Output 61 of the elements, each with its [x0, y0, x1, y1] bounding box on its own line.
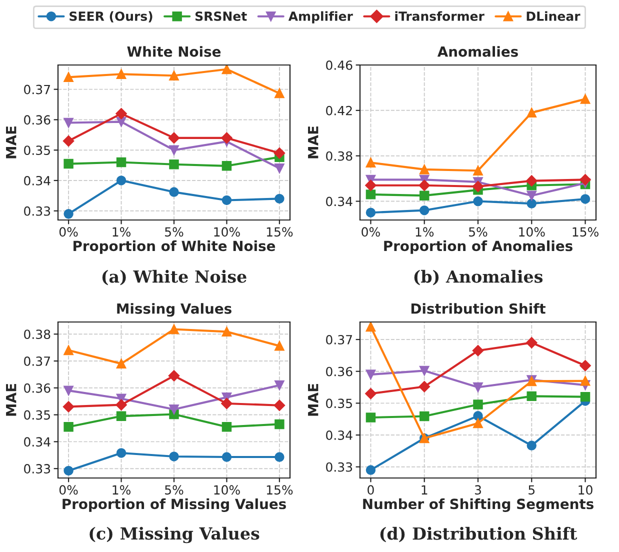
x-tick-label: 1%: [112, 485, 130, 495]
x-tick-label: 5%: [469, 227, 488, 237]
y-tick-label: 0.46: [326, 60, 352, 70]
y-axis-title: MAE: [6, 384, 16, 416]
x-tick-label: 0: [368, 485, 374, 495]
x-tick-label: 15%: [266, 227, 293, 237]
legend-label: SRSNet: [195, 11, 247, 21]
x-tick-label: 10%: [519, 227, 545, 237]
x-tick-label: 10: [578, 485, 592, 495]
legend-label: SEER (Ours): [70, 11, 152, 22]
chart-title: White Noise: [127, 46, 221, 57]
y-tick-label: 0.34: [326, 430, 352, 440]
legend-label: Amplifier: [288, 11, 353, 24]
y-tick-label: 0.34: [326, 196, 352, 206]
text: (d) Distribution Shift: [380, 526, 578, 542]
chart-title: Distribution Shift: [411, 303, 546, 314]
y-tick-label: 0.35: [326, 398, 352, 408]
text: (a) White Noise: [102, 270, 246, 286]
x-tick-label: 3: [474, 485, 481, 495]
y-tick-label: 0.38: [326, 151, 352, 161]
x-axis-title: Proportion of Missing Values: [62, 498, 286, 512]
y-axis-title: MAE: [308, 126, 318, 158]
y-axis-title: MAE: [308, 384, 318, 416]
legend-label: DLinear: [526, 11, 580, 21]
x-tick-label: 5%: [165, 227, 184, 237]
y-tick-label: 0.37: [24, 356, 50, 366]
x-tick-label: 0%: [59, 227, 78, 237]
y-tick-label: 0.35: [24, 410, 50, 420]
x-tick-label: 1%: [112, 227, 130, 237]
x-tick-label: 1: [422, 485, 428, 494]
x-tick-label: 0%: [362, 227, 380, 237]
x-axis-title: Proportion of White Noise: [74, 240, 276, 254]
x-tick-label: 15%: [266, 485, 293, 495]
x-tick-label: 5%: [165, 485, 184, 495]
y-tick-label: 0.34: [24, 437, 50, 447]
y-tick-label: 0.33: [24, 206, 50, 216]
x-axis-title: Number of Shifting Segments: [363, 498, 594, 512]
x-tick-label: 10%: [214, 485, 240, 495]
x-tick-label: 1%: [416, 227, 434, 237]
text: (c) Missing Values: [90, 526, 260, 544]
y-tick-label: 0.37: [24, 84, 50, 94]
y-tick-label: 0.36: [24, 115, 50, 125]
y-tick-label: 0.34: [24, 176, 50, 186]
y-tick-label: 0.38: [24, 330, 50, 340]
y-tick-label: 0.42: [326, 106, 352, 116]
x-tick-label: 0%: [59, 485, 78, 495]
y-tick-label: 0.33: [326, 462, 352, 472]
legend-label: iTransformer: [395, 11, 484, 21]
y-tick-label: 0.36: [326, 366, 352, 376]
x-tick-label: 10%: [214, 227, 240, 237]
x-tick-label: 5: [528, 485, 535, 495]
text: (b) Anomalies: [414, 270, 543, 286]
chart-title: Missing Values: [117, 303, 232, 317]
chart-title: Anomalies: [437, 46, 518, 57]
y-axis-title: MAE: [6, 126, 16, 158]
y-tick-label: 0.35: [24, 146, 50, 156]
y-tick-label: 0.36: [24, 383, 50, 393]
x-tick-label: 15%: [572, 227, 598, 237]
y-tick-label: 0.33: [24, 464, 50, 474]
y-tick-label: 0.37: [326, 334, 352, 344]
x-axis-title: Proportion of Anomalies: [384, 240, 572, 254]
